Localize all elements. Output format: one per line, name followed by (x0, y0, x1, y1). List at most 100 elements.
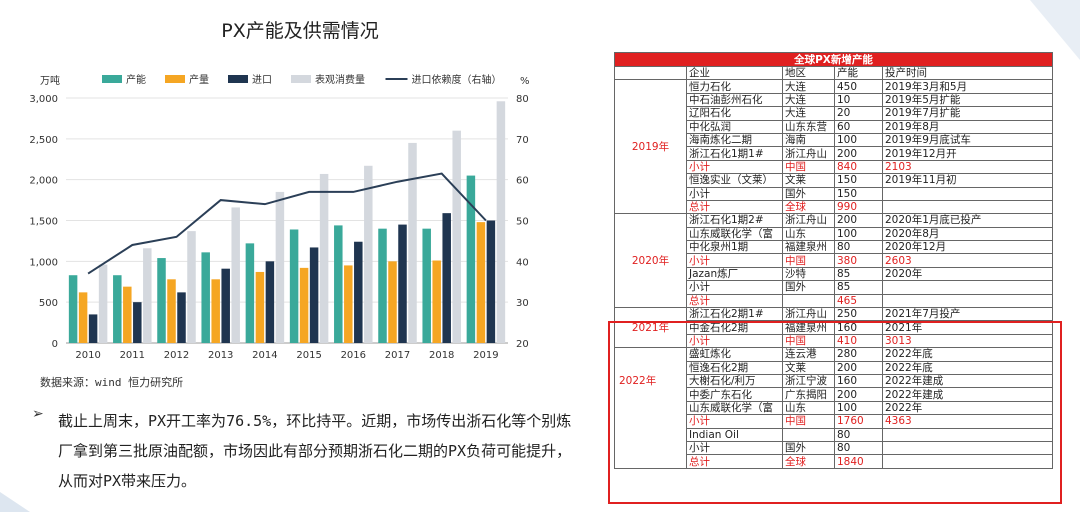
y-tick-label: 500 (39, 298, 58, 309)
bullet-text: 截止上周末，PX开工率为76.5%，环比持平。近期，市场传出浙石化等个别炼厂拿到… (58, 412, 572, 490)
table-cell: 2019年5月扩能 (882, 92, 1053, 108)
table-cell: 浙江舟山 (782, 213, 835, 228)
bar-产量 (476, 222, 486, 343)
bar-产量 (167, 279, 176, 343)
table-cell: 465 (834, 293, 883, 309)
bar-产能 (201, 252, 210, 343)
table-cell: 2020年8月 (882, 226, 1053, 242)
table-cell: 380 (834, 253, 883, 268)
bar-产能 (68, 275, 78, 343)
table-cell: 福建泉州 (782, 240, 835, 255)
table-cell: 全球 (782, 199, 835, 215)
table-title-row: 全球PX新增产能 (614, 52, 1053, 67)
y2-axis-unit: % (520, 76, 530, 87)
y2-tick-label: 60 (516, 176, 529, 187)
table-cell: 2019年11月初 (882, 173, 1053, 188)
y-tick-label: 3,000 (29, 94, 58, 105)
table-cell: 辽阳石化 (686, 106, 783, 121)
table-cell: 150 (834, 186, 883, 201)
x-tick-label: 2016 (341, 350, 366, 361)
table-cell (882, 293, 1053, 309)
bar-表观消费量 (496, 101, 506, 344)
table-cell: 200 (834, 213, 883, 228)
table-row: Jazan炼厂 沙特 85 2020年 (615, 266, 1053, 282)
bar-进口 (309, 247, 319, 343)
table-cell: 2020年 (882, 266, 1053, 282)
table-row: 中石油彭州石化 大连 10 2019年5月扩能 (615, 92, 1053, 108)
legend-label: 产量 (189, 73, 209, 86)
legend-label: 进口依赖度（右轴） (412, 73, 502, 86)
bar-产量 (211, 279, 220, 343)
legend-swatch (291, 75, 311, 83)
y2-tick-label: 30 (516, 298, 529, 309)
table-cell: 恒力石化 (686, 79, 783, 94)
table-cell: 2019年3月和5月 (882, 79, 1053, 94)
year-cell: 2020年 (614, 213, 687, 309)
px-capacity-table: 全球PX新增产能 企业 地区 产能 投产时间 2019年 恒力石化 大连 450 2019年3月和… (614, 52, 1053, 469)
table-header-cell: 企业 (686, 65, 783, 81)
px-chart: 0 500 1,000 1,500 2,000 2,500 3,000 20 30 40 50 60 7… (29, 73, 530, 361)
table-row: 中金石化2期 福建泉州 160 2021年 (615, 320, 1053, 335)
y-tick-label: 1,500 (29, 217, 58, 228)
table-cell: 中化弘润 (686, 119, 783, 134)
table-row: 中化弘润 山东东营 60 2019年8月 (615, 119, 1053, 134)
table-cell: 山东东营 (782, 119, 835, 134)
bar-产能 (422, 228, 431, 343)
legend-swatch (102, 75, 122, 83)
table-cell: 250 (834, 307, 883, 322)
table-cell: 85 (834, 280, 883, 295)
bar-产量 (344, 265, 353, 343)
bar-进口 (486, 220, 496, 343)
year-label: 2022年 (619, 375, 657, 387)
y2-tick-label: 20 (516, 339, 529, 350)
table-cell: 840 (834, 159, 883, 175)
year-cell: 2021年 (614, 307, 687, 349)
table-row: 总计 全球 1840 (615, 454, 1053, 469)
bar-进口 (398, 224, 407, 343)
bar-产量 (299, 267, 309, 343)
table-cell: 小计 (686, 280, 783, 295)
bar-产量 (432, 260, 441, 343)
bar-进口 (133, 302, 142, 343)
table-cell: 浙江舟山 (782, 307, 835, 322)
table-cell: 小计 (686, 253, 783, 268)
table-cell (882, 199, 1053, 215)
table-cell: 2020年12月 (882, 240, 1053, 255)
bar-表观消费量 (364, 165, 373, 343)
table-row: 辽阳石化 大连 20 2019年7月扩能 (615, 106, 1053, 121)
legend-swatch (165, 75, 185, 83)
table-cell: 2603 (882, 253, 1053, 268)
table-row: 2019年 恒力石化 大连 450 2019年3月和5月 (614, 79, 1053, 215)
table-cell: 100 (834, 132, 883, 148)
x-tick-label: 2012 (164, 350, 189, 361)
arrow-bullet-icon: ➢ (32, 406, 44, 422)
table-cell: 小计 (686, 186, 783, 201)
table-cell: 恒逸实业（文莱） (686, 173, 783, 188)
table-cell: 大连 (782, 92, 835, 108)
table-header-cell: 产能 (834, 65, 883, 81)
table-cell: 文莱 (782, 173, 835, 188)
table-cell: 2019年8月 (882, 119, 1053, 134)
table-cell (882, 186, 1053, 201)
bar-产量 (78, 292, 88, 343)
legend-label: 产能 (126, 73, 146, 86)
bar-表观消费量 (319, 173, 329, 343)
bar-进口 (442, 213, 451, 343)
legend-label: 表观消费量 (315, 73, 365, 86)
chart-title: PX产能及供需情况 (221, 20, 379, 42)
table-cell: 450 (834, 79, 883, 94)
x-tick-label: 2014 (252, 350, 277, 361)
bar-表观消费量 (408, 142, 417, 343)
table-cell: 中国 (782, 253, 835, 268)
table-cell: 2019年9月底试车 (882, 132, 1053, 148)
bar-产能 (289, 229, 299, 343)
table-cell: 沙特 (782, 266, 835, 282)
table-row: 恒逸石化2期 文莱 200 2022年底 (615, 360, 1053, 375)
table-cell: 10 (834, 92, 883, 108)
table-header-row: 企业 地区 产能 投产时间 (614, 65, 1053, 81)
table-cell: 海南炼化二期 (686, 132, 783, 148)
table-cell: 200 (834, 146, 883, 161)
table-row: 中化泉州1期 福建泉州 80 2020年12月 (615, 240, 1053, 255)
table-cell: 大连 (782, 106, 835, 121)
y-tick-label: 2,500 (29, 135, 58, 146)
